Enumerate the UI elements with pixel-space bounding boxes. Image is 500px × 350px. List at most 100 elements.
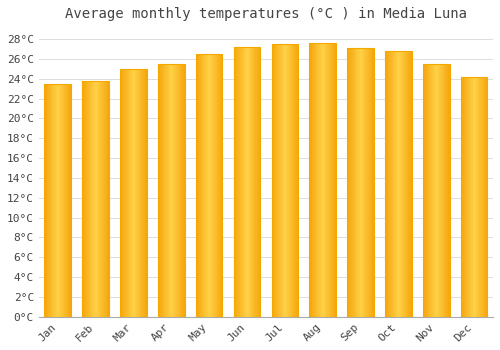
Bar (44, 84, 45, 317)
Bar (94, 80, 95, 317)
Bar (365, 48, 366, 317)
Bar (426, 64, 428, 317)
Bar (122, 69, 123, 317)
Bar (178, 64, 179, 317)
Bar (361, 48, 362, 317)
Bar (238, 47, 239, 317)
Bar (47, 84, 48, 317)
Bar (212, 54, 213, 317)
Bar (259, 47, 260, 317)
Bar (255, 47, 256, 317)
Bar (234, 47, 235, 317)
Bar (444, 64, 445, 317)
Bar (141, 69, 142, 317)
Bar (183, 64, 184, 317)
Bar (247, 47, 248, 317)
Bar (162, 64, 163, 317)
Bar (296, 44, 297, 317)
Bar (370, 48, 371, 317)
Bar (423, 64, 450, 317)
Bar (175, 64, 176, 317)
Bar (257, 47, 258, 317)
Bar (468, 77, 469, 317)
Bar (86, 80, 87, 317)
Bar (95, 80, 96, 317)
Bar (447, 64, 448, 317)
Bar (358, 48, 359, 317)
Bar (436, 64, 437, 317)
Bar (483, 77, 484, 317)
Bar (354, 48, 356, 317)
Bar (84, 80, 85, 317)
Bar (469, 77, 470, 317)
Bar (448, 64, 449, 317)
Bar (127, 69, 128, 317)
Bar (290, 44, 291, 317)
Bar (385, 51, 411, 317)
Bar (55, 84, 56, 317)
Bar (318, 43, 319, 317)
Bar (443, 64, 444, 317)
Bar (395, 51, 396, 317)
Bar (278, 44, 279, 317)
Bar (445, 64, 446, 317)
Bar (311, 43, 312, 317)
Bar (53, 84, 54, 317)
Bar (411, 51, 412, 317)
Bar (108, 80, 109, 317)
Bar (434, 64, 435, 317)
Title: Average monthly temperatures (°C ) in Media Luna: Average monthly temperatures (°C ) in Me… (65, 7, 467, 21)
Bar (46, 84, 47, 317)
Bar (465, 77, 466, 317)
Bar (362, 48, 363, 317)
Bar (400, 51, 401, 317)
Bar (356, 48, 357, 317)
Bar (137, 69, 138, 317)
Bar (446, 64, 447, 317)
Bar (328, 43, 329, 317)
Bar (206, 54, 207, 317)
Bar (394, 51, 395, 317)
Bar (387, 51, 388, 317)
Bar (279, 44, 280, 317)
Bar (360, 48, 361, 317)
Bar (316, 43, 317, 317)
Bar (280, 44, 281, 317)
Bar (424, 64, 425, 317)
Bar (176, 64, 177, 317)
Bar (172, 64, 173, 317)
Bar (272, 44, 273, 317)
Bar (430, 64, 431, 317)
Bar (124, 69, 125, 317)
Bar (449, 64, 450, 317)
Bar (292, 44, 293, 317)
Bar (161, 64, 162, 317)
Bar (200, 54, 201, 317)
Bar (423, 64, 424, 317)
Bar (167, 64, 168, 317)
Bar (181, 64, 182, 317)
Bar (198, 54, 199, 317)
Bar (437, 64, 438, 317)
Bar (213, 54, 214, 317)
Bar (44, 84, 71, 317)
Bar (371, 48, 372, 317)
Bar (252, 47, 253, 317)
Bar (58, 84, 59, 317)
Bar (216, 54, 217, 317)
Bar (286, 44, 287, 317)
Bar (220, 54, 221, 317)
Bar (102, 80, 103, 317)
Bar (98, 80, 99, 317)
Bar (210, 54, 212, 317)
Bar (285, 44, 286, 317)
Bar (404, 51, 405, 317)
Bar (442, 64, 443, 317)
Bar (182, 64, 183, 317)
Bar (487, 77, 488, 317)
Bar (120, 69, 122, 317)
Bar (51, 84, 52, 317)
Bar (208, 54, 209, 317)
Bar (399, 51, 400, 317)
Bar (166, 64, 167, 317)
